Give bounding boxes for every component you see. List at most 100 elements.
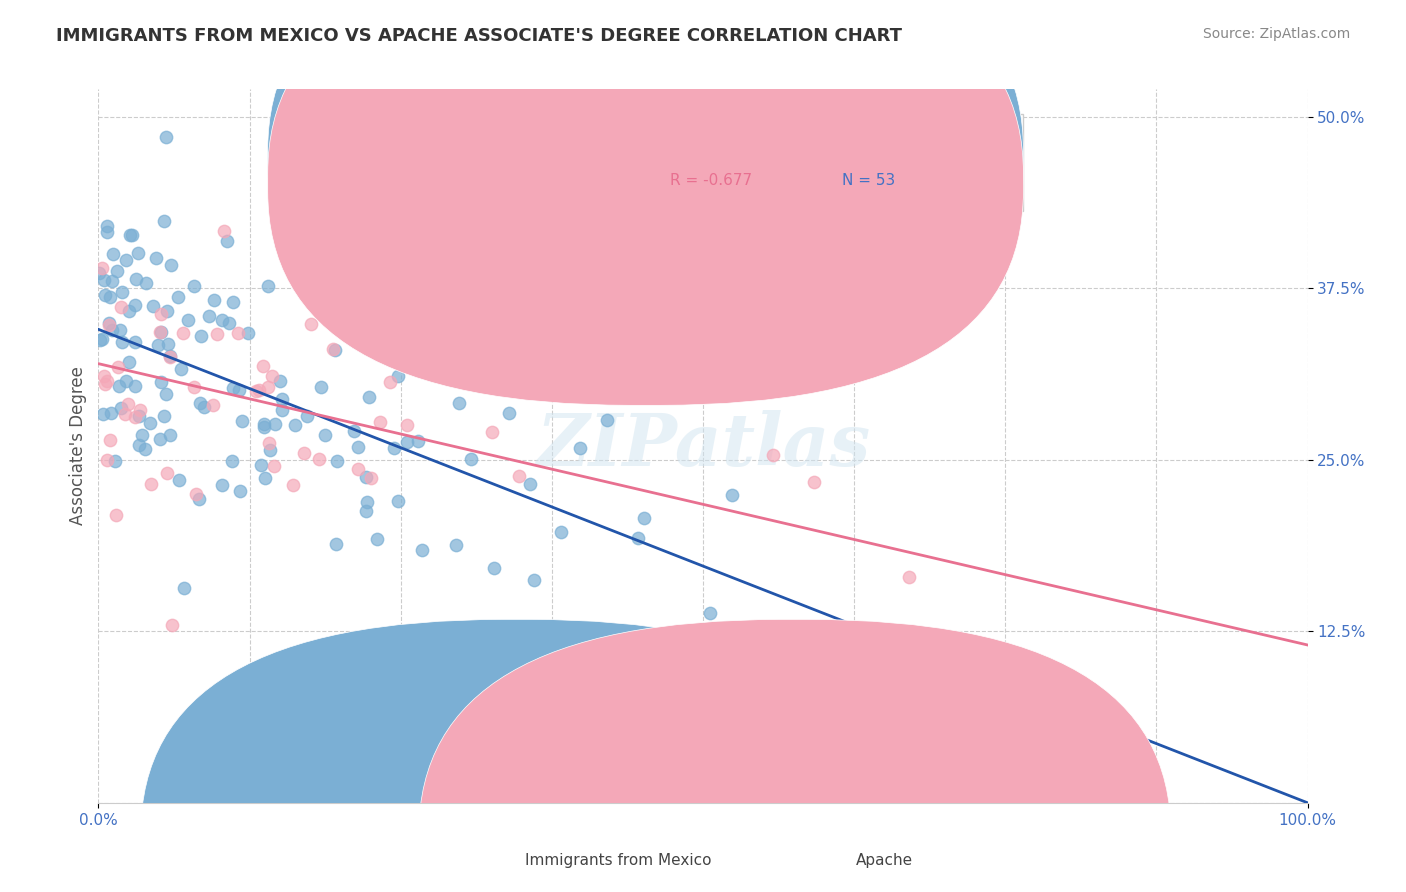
Point xyxy=(167,473,190,487)
Point xyxy=(131,427,153,442)
Point xyxy=(153,409,176,423)
Point xyxy=(94,287,117,301)
Point xyxy=(360,471,382,485)
Point xyxy=(156,337,179,351)
Point xyxy=(201,398,224,412)
Point xyxy=(352,334,374,348)
Point xyxy=(492,367,515,381)
Point xyxy=(108,323,131,337)
FancyBboxPatch shape xyxy=(267,0,1024,382)
Point xyxy=(188,491,211,506)
Point xyxy=(107,360,129,375)
Point xyxy=(120,227,142,242)
Point xyxy=(111,285,134,299)
Point xyxy=(142,299,165,313)
Point xyxy=(284,418,307,433)
Point xyxy=(128,403,150,417)
Text: N = 53: N = 53 xyxy=(842,173,896,188)
Point xyxy=(257,279,280,293)
Y-axis label: Associate's Degree: Associate's Degree xyxy=(69,367,87,525)
Text: ZIPatlas: ZIPatlas xyxy=(536,410,870,482)
Point xyxy=(173,581,195,595)
Point xyxy=(236,326,259,340)
Point xyxy=(97,318,120,332)
Point xyxy=(252,359,274,374)
Text: Immigrants from Mexico: Immigrants from Mexico xyxy=(524,853,711,868)
Text: R = -0.677: R = -0.677 xyxy=(671,173,752,188)
Point xyxy=(149,375,172,389)
Point xyxy=(368,416,391,430)
Point xyxy=(387,334,409,349)
Point xyxy=(357,390,380,404)
FancyBboxPatch shape xyxy=(141,619,893,892)
Point xyxy=(256,380,278,394)
Point xyxy=(245,384,267,398)
Point xyxy=(115,253,138,268)
Point xyxy=(105,508,128,522)
Text: Source: ZipAtlas.com: Source: ZipAtlas.com xyxy=(1202,27,1350,41)
Point xyxy=(202,293,225,308)
Point xyxy=(382,441,405,455)
Point xyxy=(211,477,233,491)
Point xyxy=(250,458,273,472)
Point xyxy=(125,272,148,286)
Point xyxy=(155,387,177,401)
Point xyxy=(105,264,128,278)
Point xyxy=(96,226,118,240)
Point xyxy=(247,384,270,398)
Point xyxy=(90,260,112,275)
Point xyxy=(309,380,332,394)
Point xyxy=(114,375,136,389)
Point xyxy=(101,247,124,261)
Point xyxy=(354,469,377,483)
Point xyxy=(128,409,150,423)
Point xyxy=(160,258,183,272)
Point xyxy=(523,573,546,587)
Point xyxy=(449,396,471,410)
Point xyxy=(323,343,346,358)
Point xyxy=(229,484,252,499)
Point xyxy=(356,494,378,508)
Point xyxy=(114,408,136,422)
Point xyxy=(481,425,503,439)
Point xyxy=(128,438,150,452)
FancyBboxPatch shape xyxy=(613,114,1024,211)
Point xyxy=(139,416,162,430)
Point xyxy=(460,451,482,466)
Point xyxy=(93,273,115,287)
Point xyxy=(118,355,141,369)
Point xyxy=(271,403,294,417)
Point xyxy=(762,448,785,462)
Point xyxy=(124,334,146,349)
Point xyxy=(110,334,132,349)
Point xyxy=(212,224,235,238)
Point xyxy=(387,368,409,383)
Point xyxy=(803,475,825,489)
Point xyxy=(218,316,240,330)
Point xyxy=(89,333,111,347)
Point xyxy=(159,350,181,364)
Point xyxy=(299,317,322,331)
Point xyxy=(723,712,745,726)
Text: N = 129: N = 129 xyxy=(842,150,905,164)
Point xyxy=(108,379,131,393)
Point xyxy=(124,298,146,312)
Point xyxy=(94,377,117,392)
Point xyxy=(257,435,280,450)
Point xyxy=(110,401,132,416)
Point xyxy=(211,313,233,327)
Point xyxy=(96,219,118,233)
Point xyxy=(568,441,591,455)
Point xyxy=(484,561,506,575)
Point xyxy=(281,478,304,492)
Point xyxy=(228,383,250,397)
Point xyxy=(308,452,330,467)
Point xyxy=(93,369,115,384)
Point xyxy=(89,266,111,280)
Point xyxy=(325,536,347,550)
Point xyxy=(222,381,245,395)
Point xyxy=(150,307,173,321)
Point xyxy=(134,442,156,457)
Point xyxy=(98,289,121,303)
Point xyxy=(346,462,368,476)
